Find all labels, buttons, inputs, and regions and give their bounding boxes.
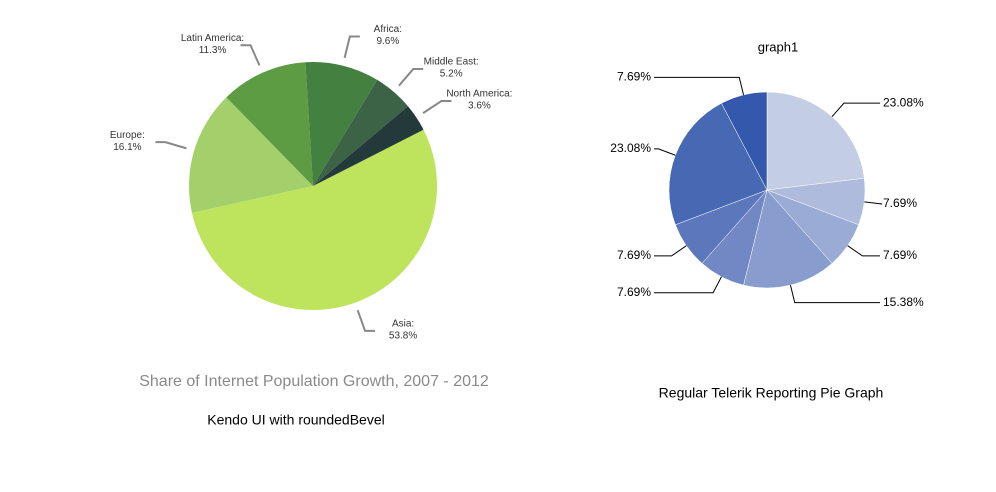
- data-label: 16.1%: [113, 142, 141, 153]
- leader-line: [847, 245, 880, 257]
- pie-slice: [313, 106, 424, 186]
- pie-slice: [305, 62, 378, 186]
- pie-slice: [766, 91, 865, 191]
- pie-slice: [191, 129, 437, 310]
- leader-line: [356, 309, 376, 332]
- leader-line: [864, 201, 883, 205]
- data-label: 7.69%: [883, 196, 917, 210]
- data-label: 23.08%: [610, 141, 651, 155]
- pie-slice: [721, 91, 768, 191]
- leader-line: [422, 99, 452, 114]
- data-label: 53.8%: [389, 331, 417, 342]
- leader-line: [654, 245, 687, 257]
- leader-line: [240, 44, 261, 66]
- caption: Regular Telerik Reporting Pie Graph: [659, 385, 884, 401]
- leader-line: [398, 68, 424, 87]
- pie-slice: [743, 189, 833, 289]
- slice-label: Middle East:: [424, 57, 479, 68]
- data-label: 9.6%: [376, 36, 399, 47]
- leader-line: [155, 141, 187, 150]
- pie-slice: [313, 79, 408, 186]
- data-label: 23.08%: [883, 95, 924, 109]
- data-label: 5.2%: [440, 69, 463, 80]
- leader-line: [654, 276, 722, 294]
- data-label: 3.6%: [468, 101, 491, 112]
- leader-line: [654, 148, 676, 156]
- slice-label: North America:: [446, 89, 512, 100]
- leader-line: [654, 76, 745, 95]
- leader-line: [831, 102, 880, 117]
- data-label: 7.69%: [617, 70, 651, 84]
- pie-slice: [226, 62, 313, 186]
- leader-line: [343, 35, 360, 59]
- data-label: 11.3%: [199, 45, 227, 56]
- leader-line: [789, 285, 880, 304]
- slice-label: Europe:: [110, 130, 145, 141]
- chart-title: graph1: [758, 39, 798, 54]
- pie-slice: [668, 102, 768, 226]
- data-label: 7.69%: [883, 248, 917, 262]
- caption: Kendo UI with roundedBevel: [207, 412, 384, 428]
- slice-label: Asia:: [392, 319, 414, 330]
- data-label: 15.38%: [883, 295, 924, 309]
- slice-label: Latin America:: [181, 33, 244, 44]
- chart-title: Share of Internet Population Growth, 200…: [139, 373, 489, 390]
- data-label: 7.69%: [617, 285, 651, 299]
- slice-label: Africa:: [374, 24, 402, 35]
- pie-slice: [189, 97, 313, 213]
- data-label: 7.69%: [617, 248, 651, 262]
